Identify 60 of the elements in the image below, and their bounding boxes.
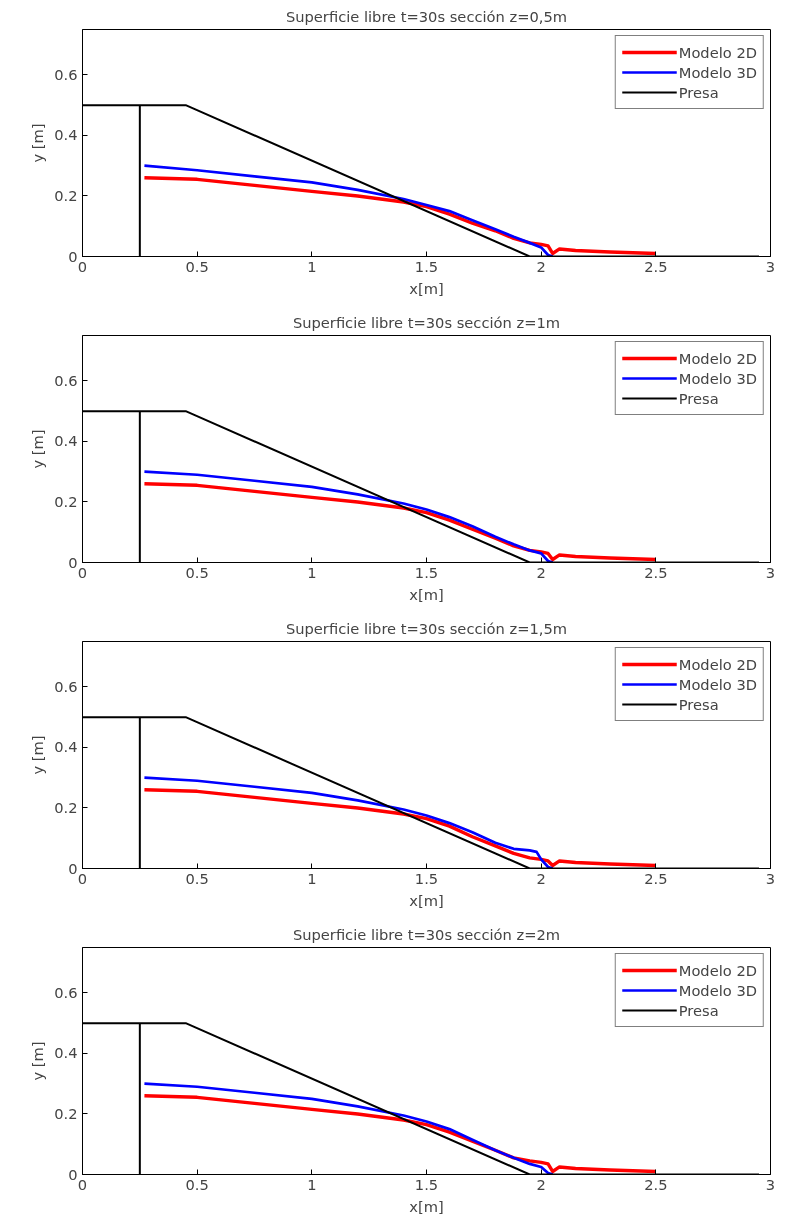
chart-title: Superficie libre t=30s sección z=1,5m bbox=[285, 619, 568, 637]
y-tick-label: 0.2 bbox=[54, 798, 78, 816]
x-tick-label: 0.5 bbox=[185, 1175, 209, 1193]
x-tick-label: 2.5 bbox=[644, 563, 668, 581]
x-tick-label: 3 bbox=[765, 1175, 776, 1193]
legend-label: Modelo 3D bbox=[678, 981, 757, 999]
x-tick-label: 2 bbox=[536, 1175, 546, 1193]
y-tick-label: 0.4 bbox=[54, 1044, 78, 1062]
x-tick-label: 1 bbox=[307, 563, 317, 581]
x-tick-label: 1.5 bbox=[414, 563, 439, 581]
y-tick-label: 0.4 bbox=[54, 738, 78, 756]
y-tick-label: 0.6 bbox=[54, 983, 78, 1001]
x-tick-label: 1 bbox=[307, 1175, 317, 1193]
y-axis-title: y [m] bbox=[29, 735, 47, 775]
y-tick-label: 0.2 bbox=[54, 1104, 78, 1122]
x-tick-label: 3 bbox=[765, 869, 776, 887]
y-tick-label: 0.2 bbox=[54, 492, 78, 510]
y-axis-title: y [m] bbox=[29, 123, 47, 163]
x-tick-label: 2.5 bbox=[644, 869, 668, 887]
x-tick-label: 2 bbox=[536, 563, 546, 581]
x-tick-label: 1.5 bbox=[414, 257, 439, 275]
x-tick-label: 2 bbox=[536, 869, 546, 887]
x-tick-label: 2.5 bbox=[644, 257, 668, 275]
chart-title: Superficie libre t=30s sección z=0,5m bbox=[285, 7, 568, 25]
x-tick-label: 1 bbox=[307, 869, 317, 887]
legend-label: Modelo 2D bbox=[678, 349, 757, 367]
x-tick-label: 1.5 bbox=[414, 869, 439, 887]
x-axis-title: x[m] bbox=[409, 279, 444, 297]
y-axis-title: y [m] bbox=[29, 429, 47, 469]
legend-label: Presa bbox=[678, 1001, 719, 1019]
y-tick-label: 0.4 bbox=[54, 432, 78, 450]
x-tick-label: 2.5 bbox=[644, 1175, 668, 1193]
x-tick-label: 3 bbox=[765, 563, 776, 581]
x-tick-label: 0.5 bbox=[185, 869, 209, 887]
legend-label: Modelo 3D bbox=[678, 369, 757, 387]
legend-label: Modelo 2D bbox=[678, 655, 757, 673]
x-axis-title: x[m] bbox=[409, 585, 444, 603]
legend-label: Presa bbox=[678, 695, 719, 713]
legend-label: Modelo 3D bbox=[678, 63, 757, 81]
x-tick-label: 0.5 bbox=[185, 563, 209, 581]
x-axis-title: x[m] bbox=[409, 1197, 444, 1215]
legend-label: Modelo 2D bbox=[678, 43, 757, 61]
x-axis-title: x[m] bbox=[409, 891, 444, 909]
x-tick-label: 2 bbox=[536, 257, 546, 275]
chart-title: Superficie libre t=30s sección z=1m bbox=[292, 313, 561, 331]
legend-label: Modelo 3D bbox=[678, 675, 757, 693]
x-tick-label: 0.5 bbox=[185, 257, 209, 275]
legend-label: Modelo 2D bbox=[678, 961, 757, 979]
x-tick-label: 3 bbox=[765, 257, 776, 275]
chart-title: Superficie libre t=30s sección z=2m bbox=[292, 925, 561, 943]
x-tick-label: 1.5 bbox=[414, 1175, 439, 1193]
y-axis-title: y [m] bbox=[29, 1041, 47, 1081]
y-tick-label: 0.2 bbox=[54, 186, 78, 204]
legend-label: Presa bbox=[678, 389, 719, 407]
y-tick-label: 0.6 bbox=[54, 677, 78, 695]
y-tick-label: 0.6 bbox=[54, 65, 78, 83]
y-tick-label: 0.6 bbox=[54, 371, 78, 389]
legend-label: Presa bbox=[678, 83, 719, 101]
x-tick-label: 1 bbox=[307, 257, 317, 275]
y-tick-label: 0.4 bbox=[54, 126, 78, 144]
